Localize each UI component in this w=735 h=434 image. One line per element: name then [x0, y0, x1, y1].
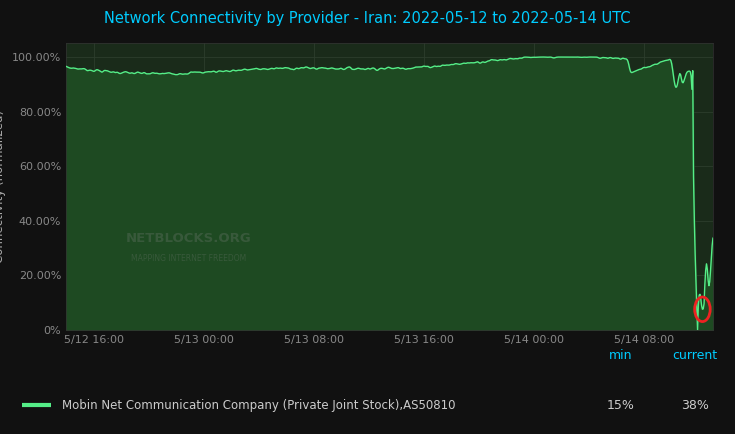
Text: 15%: 15%	[607, 399, 635, 412]
Text: 38%: 38%	[681, 399, 709, 412]
Text: NETBLOCKS.ORG: NETBLOCKS.ORG	[126, 232, 252, 245]
Y-axis label: Connectivity (normalized): Connectivity (normalized)	[0, 110, 7, 263]
Text: MAPPING INTERNET FREEDOM: MAPPING INTERNET FREEDOM	[132, 254, 247, 263]
Text: min: min	[609, 349, 633, 362]
Text: Network Connectivity by Provider - Iran: 2022-05-12 to 2022-05-14 UTC: Network Connectivity by Provider - Iran:…	[104, 11, 631, 26]
Text: Mobin Net Communication Company (Private Joint Stock),AS50810: Mobin Net Communication Company (Private…	[62, 399, 456, 412]
Text: current: current	[672, 349, 717, 362]
